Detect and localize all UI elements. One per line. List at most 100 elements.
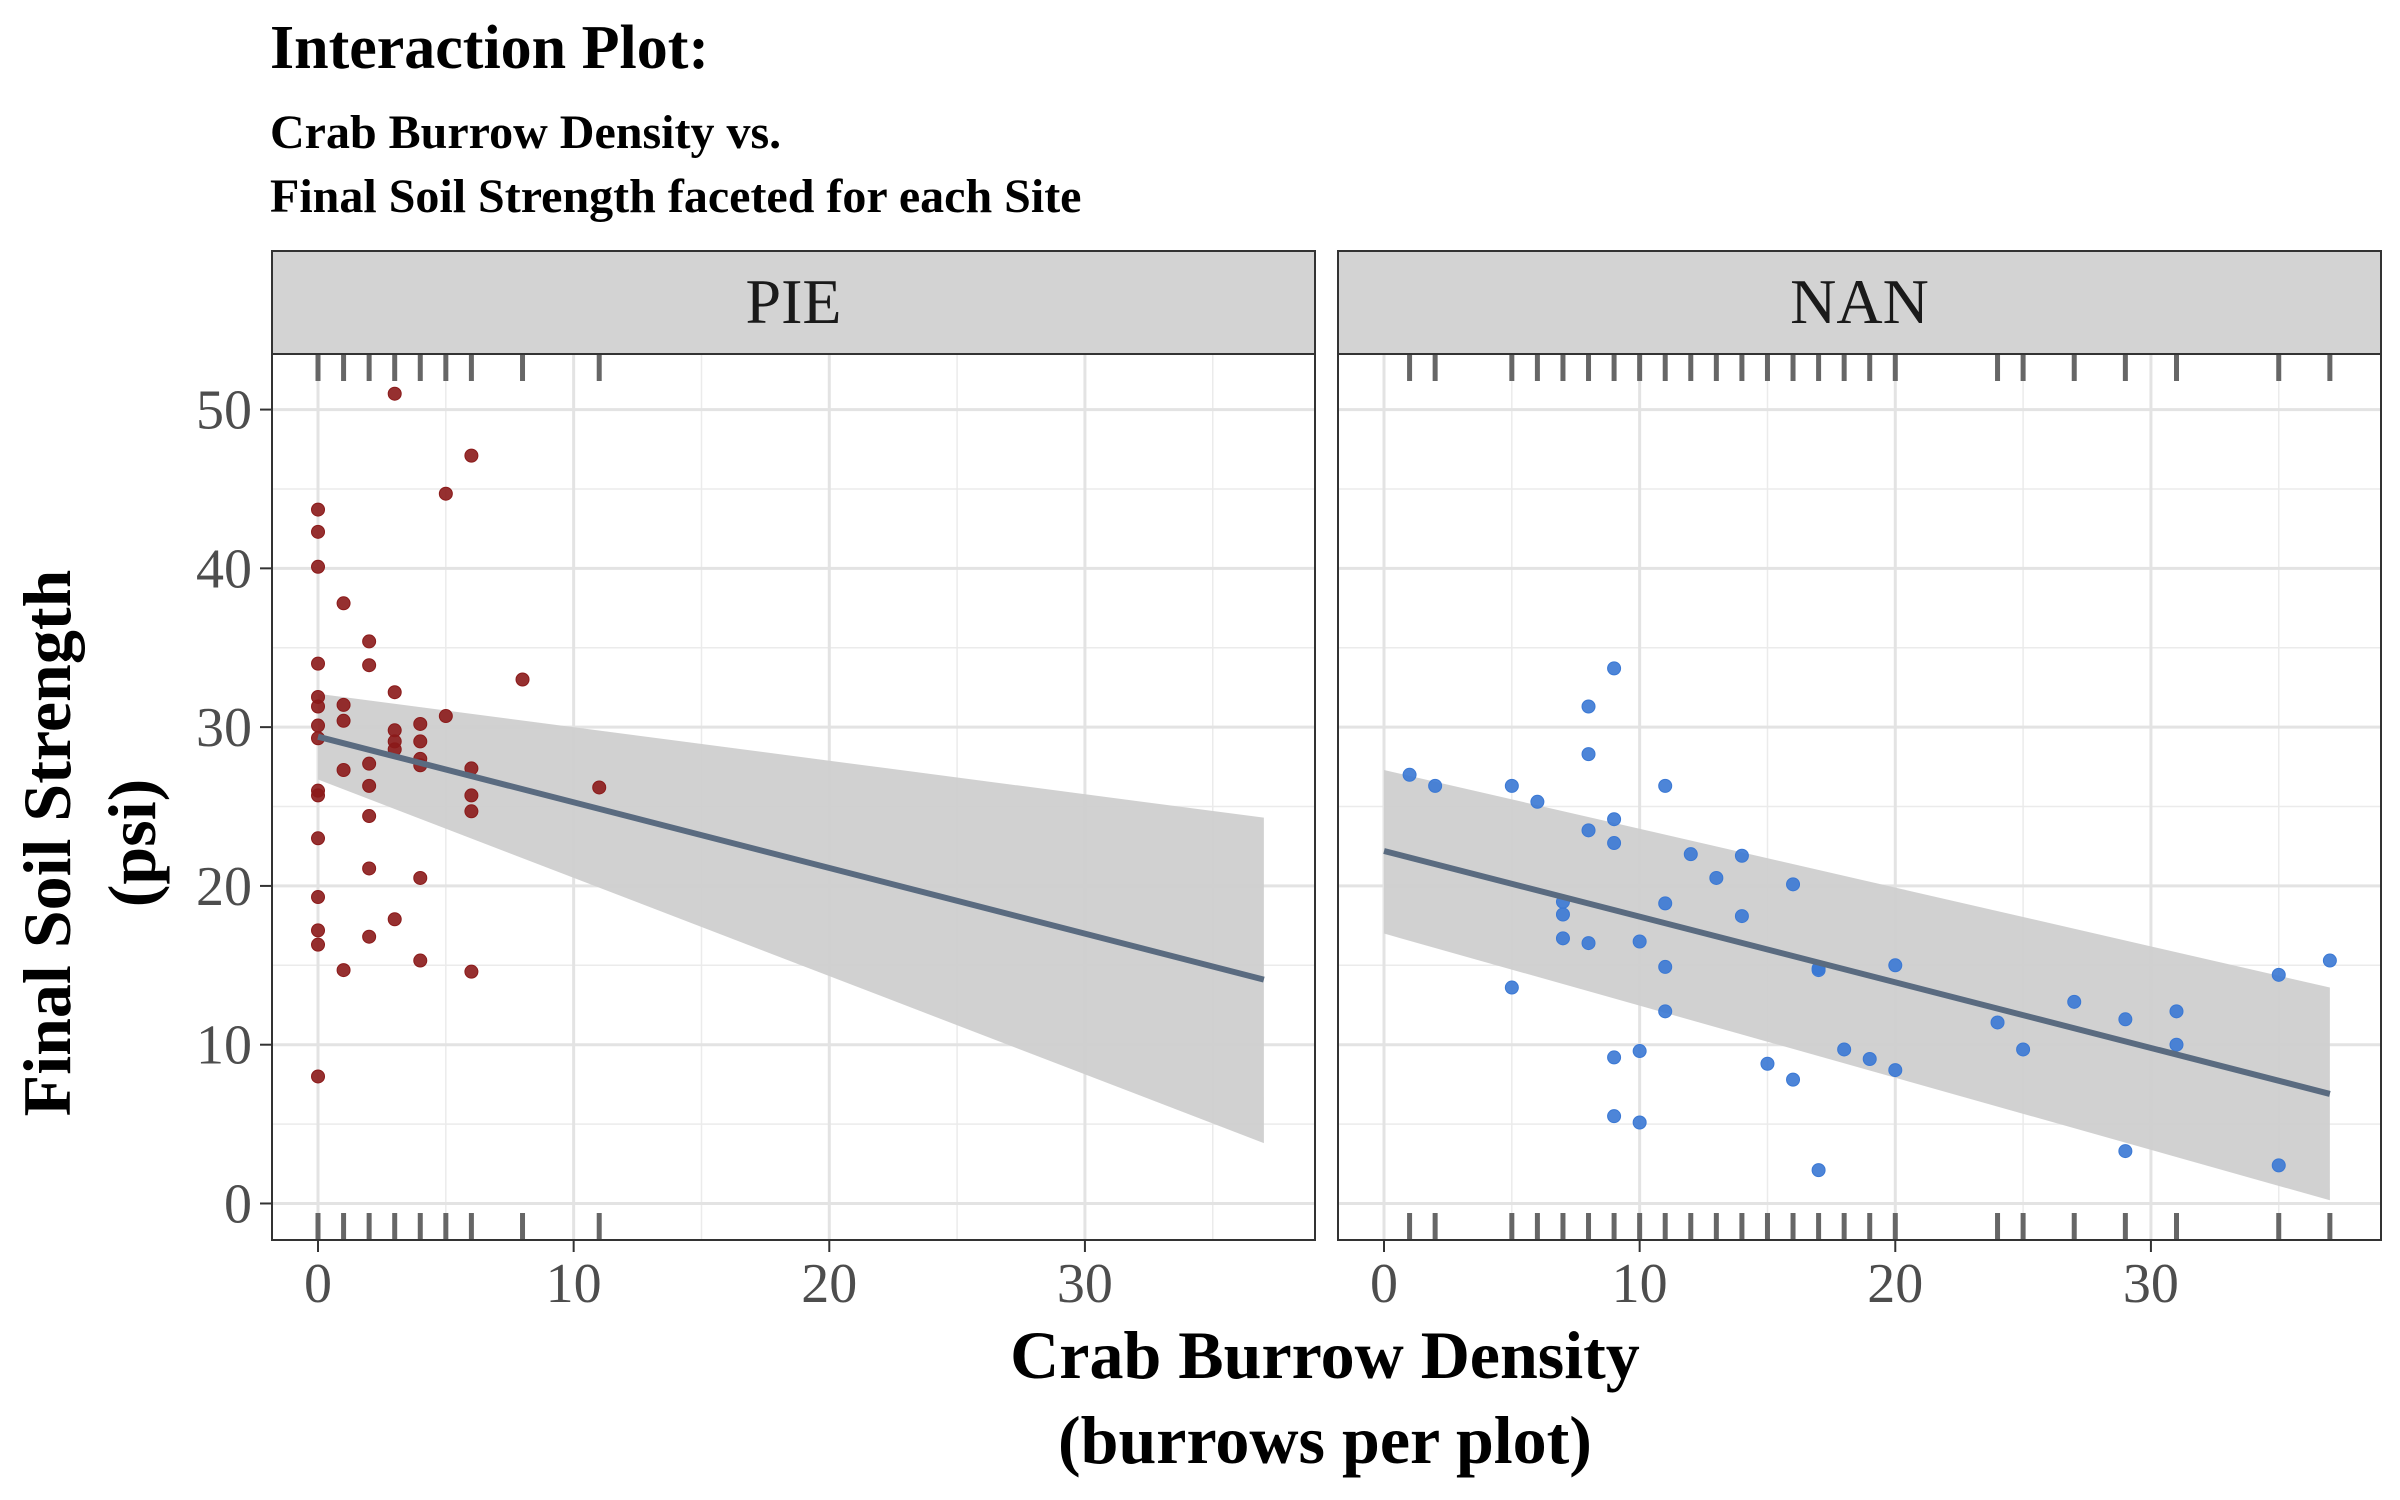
data-point <box>1658 1004 1673 1019</box>
data-point <box>362 861 377 876</box>
data-point <box>464 964 479 979</box>
y-tick-label: 20 <box>196 856 252 918</box>
data-point <box>1632 1044 1647 1059</box>
data-point <box>438 709 453 724</box>
data-point <box>1428 778 1443 793</box>
data-point <box>1607 812 1622 827</box>
data-point <box>1555 931 1570 946</box>
facet-strip-label-pie: PIE <box>746 266 842 337</box>
data-point <box>1530 794 1545 809</box>
data-point <box>336 963 351 978</box>
data-point <box>1658 896 1673 911</box>
x-tick-label: 0 <box>1370 1253 1398 1315</box>
x-tick-label: 20 <box>1867 1253 1923 1315</box>
facet-panel-nan: NAN <box>1337 250 2382 1241</box>
panel-border-nan <box>1337 353 2382 1241</box>
data-point <box>311 718 326 733</box>
data-point <box>1658 778 1673 793</box>
data-point <box>311 923 326 938</box>
data-point <box>413 953 428 968</box>
x-axis-nan: 0 10 20 30 <box>1370 1240 2179 1315</box>
data-point <box>1990 1015 2005 1030</box>
data-point <box>1709 870 1724 885</box>
y-tick-label: 0 <box>224 1173 252 1235</box>
data-point <box>1734 909 1749 924</box>
data-point <box>311 1069 326 1084</box>
x-tick-label: 20 <box>801 1253 857 1315</box>
data-point <box>1811 1163 1826 1178</box>
data-point <box>311 890 326 905</box>
data-point <box>336 713 351 728</box>
data-point <box>515 672 530 687</box>
plot-title: Interaction Plot: <box>270 14 709 82</box>
data-point <box>362 634 377 649</box>
data-point <box>1581 936 1596 951</box>
data-point <box>1837 1042 1852 1057</box>
x-axes: 0 10 20 30 0 10 20 30 <box>304 1240 2179 1315</box>
x-tick-label: 10 <box>546 1253 602 1315</box>
data-point <box>362 756 377 771</box>
data-point <box>1786 1072 1801 1087</box>
data-point <box>2271 1158 2286 1173</box>
data-point <box>1786 877 1801 892</box>
data-point <box>1632 1115 1647 1130</box>
data-point <box>1607 661 1622 676</box>
x-tick-label: 30 <box>1057 1253 1113 1315</box>
data-point <box>2169 1004 2184 1019</box>
data-point <box>464 804 479 819</box>
x-tick-label: 30 <box>2123 1253 2179 1315</box>
data-point <box>387 912 402 927</box>
data-point <box>311 699 326 714</box>
data-point <box>1581 747 1596 762</box>
y-axis: 0 10 20 30 40 50 <box>196 380 272 1235</box>
data-point <box>1862 1051 1877 1066</box>
regression-line-pie <box>317 733 1265 983</box>
data-point <box>2118 1012 2133 1027</box>
data-point <box>1888 1063 1903 1078</box>
y-axis-title-line-1: Final Soil Strength <box>9 570 85 1117</box>
data-point <box>311 788 326 803</box>
rug-nan <box>1407 354 2333 1240</box>
data-point <box>413 716 428 731</box>
data-point <box>1607 1050 1622 1065</box>
y-tick-label: 40 <box>196 538 252 600</box>
data-point <box>1632 934 1647 949</box>
data-point <box>592 780 607 795</box>
data-point <box>413 734 428 749</box>
x-axis-title-line-1: Crab Burrow Density <box>1010 1317 1640 1393</box>
data-point <box>1555 907 1570 922</box>
x-tick-label: 0 <box>304 1253 332 1315</box>
data-point <box>311 524 326 539</box>
x-tick-label: 10 <box>1612 1253 1668 1315</box>
data-point <box>2016 1042 2031 1057</box>
data-point <box>2169 1037 2184 1052</box>
data-point <box>2067 994 2082 1009</box>
data-point <box>387 685 402 700</box>
data-point <box>311 502 326 517</box>
data-point <box>362 929 377 944</box>
data-point <box>362 778 377 793</box>
data-point <box>1734 848 1749 863</box>
data-point <box>1581 699 1596 714</box>
data-point <box>1683 847 1698 862</box>
data-point <box>1658 959 1673 974</box>
y-axis-title-line-2: (psi) <box>94 779 170 907</box>
data-point <box>311 831 326 846</box>
data-point <box>2118 1144 2133 1159</box>
data-point <box>413 870 428 885</box>
facet-strip-nan <box>1337 250 2382 355</box>
data-point <box>1607 836 1622 851</box>
data-point <box>311 937 326 952</box>
plot-subtitle-line-2: Final Soil Strength faceted for each Sit… <box>270 170 1081 223</box>
data-point <box>1888 958 1903 973</box>
y-tick-label: 30 <box>196 697 252 759</box>
plot-subtitle-line-1: Crab Burrow Density vs. <box>270 106 781 159</box>
facet-panels: PIE NAN <box>271 250 2382 1241</box>
data-point <box>336 763 351 778</box>
facet-strip-label-nan: NAN <box>1790 266 1929 337</box>
data-point <box>464 448 479 463</box>
data-point <box>336 697 351 712</box>
rug-pie <box>315 354 602 1240</box>
data-point <box>1504 778 1519 793</box>
